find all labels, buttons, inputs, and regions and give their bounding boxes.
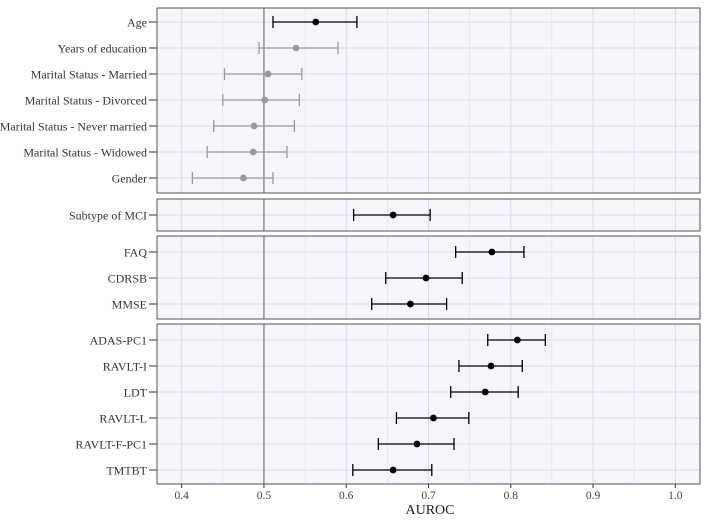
estimate-row: Marital Status - Married (31, 68, 303, 82)
estimate-row: Years of education (58, 42, 339, 56)
row-label: LDT (124, 386, 148, 400)
estimate-row: RAVLT-I (103, 360, 523, 374)
panel-border (156, 235, 701, 320)
row-label: ADAS-PC1 (90, 334, 147, 348)
estimate-row: TMTBT (106, 464, 433, 478)
point-estimate (488, 248, 496, 256)
row-label: MMSE (112, 298, 147, 312)
point-estimate (513, 336, 521, 344)
estimate-row: RAVLT-L (99, 412, 470, 426)
point-estimate (250, 122, 258, 130)
panel-border (156, 7, 701, 194)
x-axis-title: AUROC (405, 503, 454, 518)
row-label: TMTBT (106, 464, 147, 478)
point-estimate (422, 274, 430, 282)
point-estimate (413, 440, 421, 448)
panels-layer: Age Years of education Marital Status - Ma… (0, 7, 701, 485)
x-tick-label: 0.6 (339, 490, 354, 502)
point-estimate (430, 414, 437, 422)
row-label: FAQ (124, 246, 147, 260)
row-label: Age (127, 16, 147, 30)
estimate-row: MMSE (112, 298, 448, 312)
point-estimate (261, 96, 269, 104)
estimate-row: Marital Status - Divorced (25, 94, 300, 108)
point-estimate (249, 148, 257, 156)
x-tick-label: 1.0 (668, 490, 683, 502)
x-tick-label: 0.9 (586, 490, 601, 502)
row-label: Marital Status - Widowed (23, 146, 147, 160)
point-estimate (389, 466, 397, 474)
point-estimate (264, 70, 272, 78)
estimate-row: Gender (112, 172, 274, 186)
estimate-row: Marital Status - Widowed (23, 146, 288, 160)
point-estimate (239, 174, 247, 182)
point-estimate (292, 44, 300, 52)
x-tick-label: 0.4 (174, 490, 189, 502)
row-label: Gender (112, 172, 147, 186)
row-label: Subtype of MCI (69, 209, 147, 223)
point-estimate (312, 18, 320, 26)
estimate-row: Age (127, 16, 358, 30)
estimate-row: FAQ (124, 246, 525, 260)
row-label: RAVLT-F-PC1 (75, 438, 147, 452)
x-tick-label: 0.7 (421, 490, 436, 502)
point-estimate (481, 388, 489, 396)
row-label: Years of education (58, 42, 147, 56)
row-label: CDRSB (108, 272, 147, 286)
estimate-row: Subtype of MCI (69, 209, 431, 223)
point-estimate (389, 211, 397, 219)
x-tick-label: 0.5 (257, 490, 272, 502)
row-label: Marital Status - Divorced (25, 94, 147, 108)
estimate-row: RAVLT-F-PC1 (75, 438, 455, 452)
estimate-row: ADAS-PC1 (90, 334, 546, 348)
estimate-row: CDRSB (108, 272, 463, 286)
row-label: Marital Status - Married (31, 68, 147, 82)
estimate-row: LDT (124, 386, 519, 400)
panel-2: Subtype of MCI (69, 198, 701, 232)
row-label: Marital Status - Never married (0, 120, 147, 134)
panel-border (156, 198, 701, 232)
row-label: RAVLT-L (99, 412, 147, 426)
estimate-row: Marital Status - Never married (0, 120, 296, 134)
x-axis: 0.4 0.5 0.6 0.7 0.8 0.9 1.0 (174, 484, 683, 502)
panel-1: Age Years of education Marital Status - Ma… (0, 7, 701, 194)
x-tick-label: 0.8 (504, 490, 519, 502)
row-label: RAVLT-I (103, 360, 147, 374)
point-estimate (407, 300, 414, 308)
panel-3: FAQ CDRSB MMSE (108, 235, 701, 320)
panel-4: ADAS-PC1 RAVLT-I LDT RAVLT-L RAVLT-F-PC1 TMTB… (75, 323, 701, 485)
point-estimate (487, 362, 495, 370)
